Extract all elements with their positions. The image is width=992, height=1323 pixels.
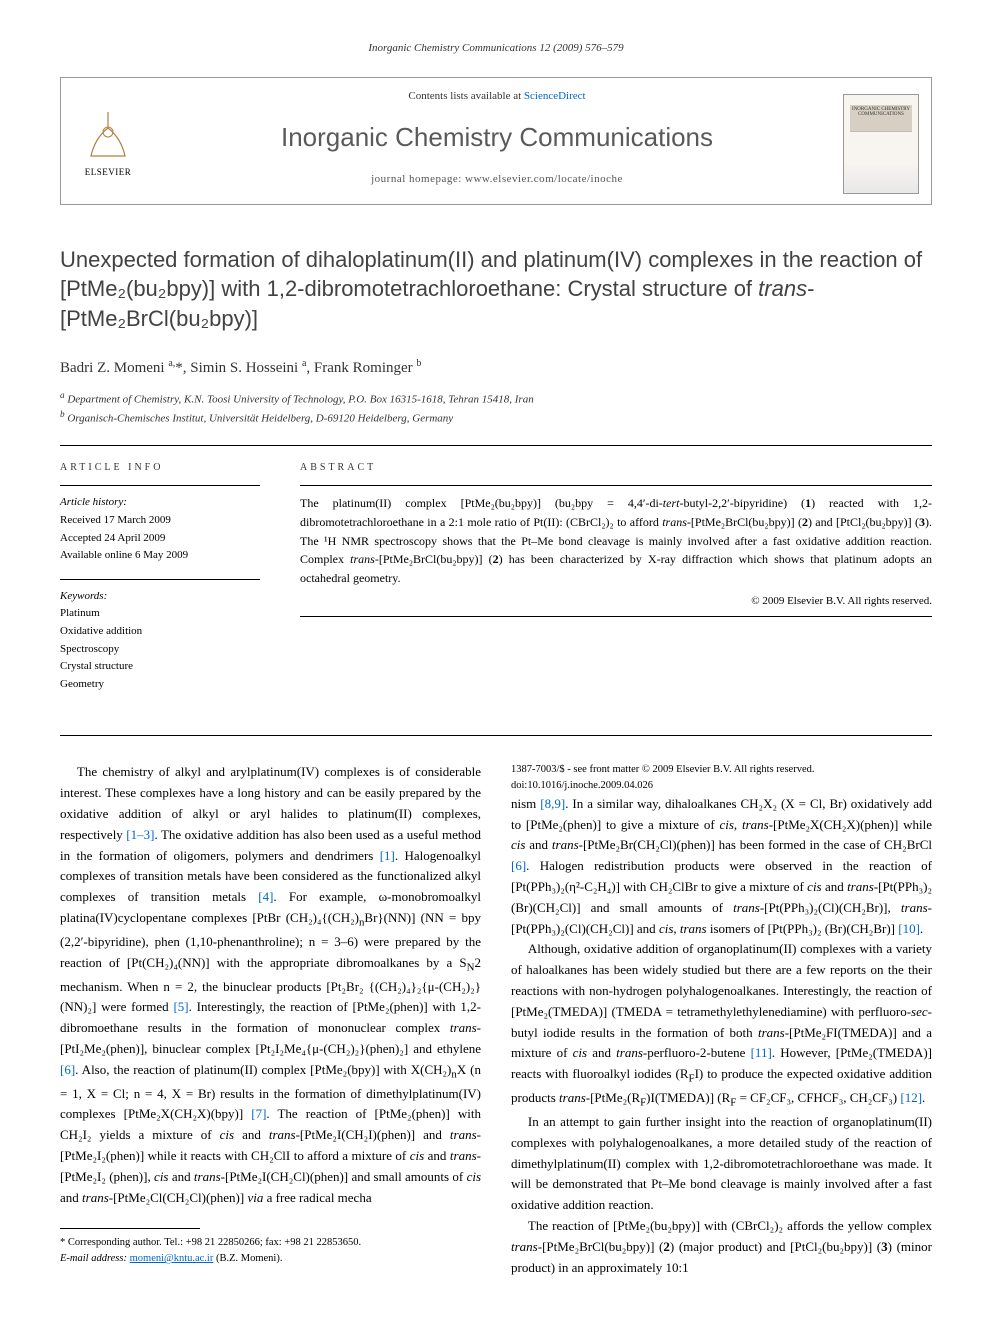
doi-line: doi:10.1016/j.inoche.2009.04.026 (511, 778, 932, 794)
received-date: Received 17 March 2009 (60, 512, 260, 530)
abstract: ABSTRACT The platinum(II) complex [PtMe₂… (300, 460, 932, 707)
online-date: Available online 6 May 2009 (60, 547, 260, 565)
elsevier-logo: ELSEVIER (73, 105, 143, 183)
journal-header-box: ELSEVIER Contents lists available at Sci… (60, 77, 932, 205)
running-header: Inorganic Chemistry Communications 12 (2… (60, 40, 932, 57)
rule-top (60, 445, 932, 446)
article-info-heading: ARTICLE INFO (60, 460, 260, 475)
body-p1b: nism [8,9]. In a similar way, dihaloalka… (511, 794, 932, 940)
history-label: Article history: (60, 494, 260, 512)
keyword: Crystal structure (60, 658, 260, 676)
affiliation-a: Department of Chemistry, K.N. Toosi Univ… (67, 394, 533, 406)
corr-author-line: * Corresponding author. Tel.: +98 21 228… (60, 1235, 481, 1251)
journal-homepage: journal homepage: www.elsevier.com/locat… (163, 157, 831, 200)
doi-block: 1387-7003/$ - see front matter © 2009 El… (511, 762, 932, 794)
footnote-separator (60, 1228, 200, 1229)
journal-cover-thumb: INORGANIC CHEMISTRY COMMUNICATIONS (843, 94, 919, 194)
affiliations: a Department of Chemistry, K.N. Toosi Un… (60, 389, 932, 427)
homepage-url[interactable]: www.elsevier.com/locate/inoche (465, 173, 623, 185)
rule-body-top (60, 735, 932, 736)
email-label: E-mail address: (60, 1253, 127, 1264)
journal-name: Inorganic Chemistry Communications (163, 118, 831, 157)
email-who: (B.Z. Momeni). (216, 1253, 283, 1264)
contents-line: Contents lists available at ScienceDirec… (163, 88, 831, 105)
publisher-name: ELSEVIER (85, 166, 132, 180)
abstract-copyright: © 2009 Elsevier B.V. All rights reserved… (300, 593, 932, 610)
keyword: Spectroscopy (60, 641, 260, 659)
sciencedirect-link[interactable]: ScienceDirect (524, 90, 586, 102)
body-p4: The reaction of [PtMe₂(bu₂bpy)] with (CB… (511, 1216, 932, 1278)
body-text: The chemistry of alkyl and arylplatinum(… (60, 762, 932, 1279)
accepted-date: Accepted 24 April 2009 (60, 530, 260, 548)
keywords-label: Keywords: (60, 588, 260, 606)
front-matter-line: 1387-7003/$ - see front matter © 2009 El… (511, 762, 932, 778)
keyword: Geometry (60, 676, 260, 694)
body-p1: The chemistry of alkyl and arylplatinum(… (60, 762, 481, 1208)
abstract-body: The platinum(II) complex [PtMe₂(bu₂bpy)]… (300, 494, 932, 587)
corresponding-footnote: * Corresponding author. Tel.: +98 21 228… (60, 1235, 481, 1267)
cover-title: INORGANIC CHEMISTRY COMMUNICATIONS (852, 107, 910, 118)
article-info: ARTICLE INFO Article history: Received 1… (60, 460, 260, 707)
keyword: Oxidative addition (60, 623, 260, 641)
keyword: Platinum (60, 605, 260, 623)
affiliation-b: Organisch-Chemisches Institut, Universit… (67, 413, 453, 425)
abstract-heading: ABSTRACT (300, 460, 932, 475)
corr-email[interactable]: momeni@kntu.ac.ir (130, 1253, 214, 1264)
contents-prefix: Contents lists available at (408, 90, 523, 102)
article-title: Unexpected formation of dihaloplatinum(I… (60, 245, 932, 334)
homepage-label: journal homepage: (371, 173, 465, 185)
authors: Badri Z. Momeni a,*, Simin S. Hosseini a… (60, 356, 932, 380)
body-p3: In an attempt to gain further insight in… (511, 1112, 932, 1216)
body-p2: Although, oxidative addition of organopl… (511, 939, 932, 1112)
